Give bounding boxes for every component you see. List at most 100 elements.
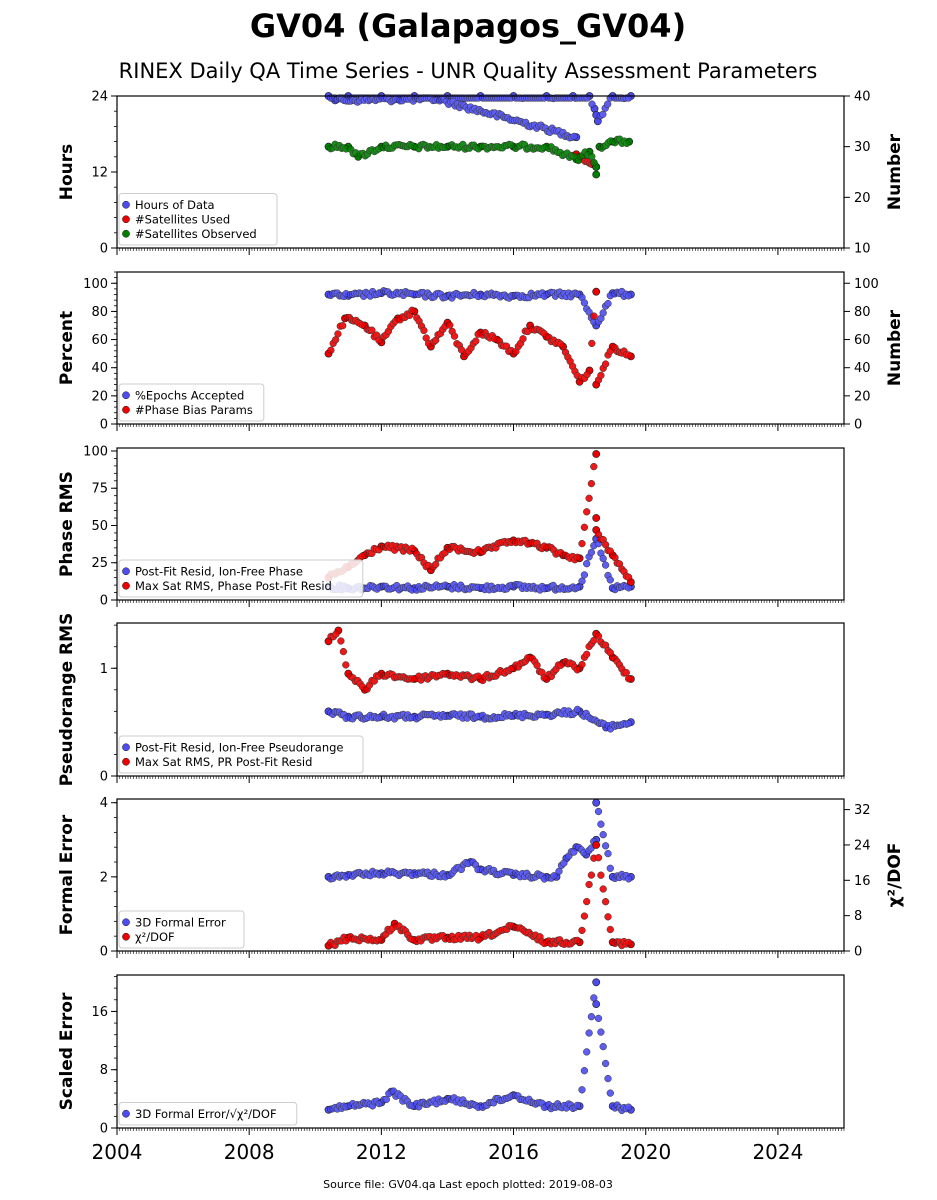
x-tick-label: 2012	[356, 1140, 407, 1164]
y-tick-label: 16	[91, 1005, 108, 1020]
band-marker	[519, 335, 527, 343]
legend-label: 3D Formal Error	[135, 915, 226, 929]
series-band	[327, 135, 631, 167]
band-marker	[573, 705, 582, 714]
y2-tick-label: 30	[854, 140, 871, 155]
band-marker	[587, 1013, 596, 1021]
source-footer: Source file: GV04.qa Last epoch plotted:…	[323, 1178, 613, 1191]
x-tick-label: 2016	[488, 1140, 539, 1164]
y2-tick-label: 100	[854, 277, 879, 292]
legend-marker	[122, 581, 130, 590]
band-marker	[578, 577, 586, 585]
data-point	[592, 170, 601, 179]
band-marker	[583, 560, 591, 568]
band-marker	[597, 871, 605, 879]
y-tick-label: 8	[100, 1063, 108, 1078]
legend-marker	[122, 743, 130, 752]
y2-tick-label: 8	[854, 909, 862, 924]
band-marker	[606, 649, 614, 657]
y-tick-label: 50	[91, 519, 108, 534]
band-marker	[327, 346, 335, 354]
y-tick-label: 40	[91, 361, 108, 376]
data-point	[592, 978, 601, 987]
y-tick-label: 24	[91, 90, 108, 105]
legend-marker	[122, 567, 130, 576]
band-marker	[570, 848, 578, 856]
x-tick-label: 2004	[92, 1140, 143, 1164]
band-marker	[624, 719, 633, 728]
y-tick-label: 100	[83, 277, 108, 292]
data-point	[592, 841, 601, 849]
x-tick-label: 2024	[752, 1140, 803, 1164]
band-marker	[420, 326, 428, 335]
legend-label: Max Sat RMS, PR Post-Fit Resid	[135, 755, 312, 769]
band-marker	[604, 913, 612, 921]
y-tick-label: 0	[100, 418, 108, 433]
y-tick-label: 60	[91, 333, 108, 348]
band-marker	[606, 1089, 614, 1097]
band-marker	[599, 110, 607, 119]
series-1	[324, 798, 635, 883]
band-marker	[597, 1028, 605, 1036]
y2-tick-label: 0	[854, 945, 862, 960]
band-marker	[580, 571, 589, 579]
y-axis-label: Hours	[57, 144, 77, 201]
band-marker	[624, 292, 633, 300]
band-marker	[599, 1042, 607, 1051]
band-marker	[578, 1086, 586, 1094]
series-3	[324, 135, 634, 179]
band-marker	[557, 340, 565, 348]
band-marker	[624, 351, 633, 359]
y-axis-label: Phase RMS	[57, 471, 77, 577]
legend-box	[118, 193, 278, 246]
band-marker	[590, 994, 598, 1002]
band-marker	[601, 898, 610, 906]
band-marker	[604, 1074, 612, 1083]
data-point	[592, 450, 601, 458]
band-marker	[583, 650, 591, 658]
series-1	[324, 92, 635, 142]
band-marker	[570, 132, 578, 141]
y-tick-label: 20	[91, 389, 108, 404]
panel-3: 0 25 50 75 100 Phase RMS Post-Fit Resid, Ion-F…	[57, 444, 845, 609]
y-tick-label: 0	[100, 770, 108, 785]
legend-label: Post-Fit Resid, Ion-Free Phase	[135, 564, 303, 578]
y2-axis-label: χ²/DOF	[885, 843, 905, 908]
band-marker	[590, 462, 598, 471]
band-marker	[624, 675, 633, 683]
band-marker	[604, 100, 612, 108]
series-band	[327, 705, 633, 733]
legend-marker	[122, 1109, 130, 1118]
band-marker	[580, 299, 589, 307]
band-marker	[594, 1014, 603, 1023]
band-marker	[332, 630, 340, 638]
band-marker	[583, 897, 591, 906]
band-marker	[339, 322, 347, 330]
legend: 3D Formal Error/√χ²/DOF	[118, 1102, 298, 1126]
y-tick-label: 12	[91, 166, 108, 181]
legend-label: %Epochs Accepted	[135, 388, 244, 402]
band-marker	[472, 337, 480, 345]
band-marker	[606, 925, 614, 934]
y-tick-label: 0	[100, 242, 108, 257]
band-marker	[580, 912, 589, 920]
y2-tick-label: 32	[854, 803, 871, 818]
band-marker	[368, 326, 376, 334]
band-marker	[601, 360, 610, 368]
y2-tick-label: 20	[854, 389, 871, 404]
band-marker	[585, 494, 593, 502]
chart-subtitle: RINEX Daily QA Time Series - UNR Quality…	[119, 59, 818, 83]
y-tick-label: 1	[100, 662, 108, 677]
y2-tick-label: 10	[854, 242, 871, 257]
y-axis-label: Pseudorange RMS	[57, 613, 77, 787]
series-band	[327, 807, 633, 883]
y2-tick-label: 0	[854, 418, 862, 433]
y-tick-label: 25	[91, 556, 108, 571]
band-marker	[623, 139, 631, 148]
panel-2: 0 20 40 60 80 100 0 20 40 60 80 100 Percent Number %Ep…	[57, 271, 905, 433]
legend-label: #Phase Bias Params	[135, 403, 253, 417]
band-marker	[606, 547, 614, 555]
panel-4: 0 1 Pseudorange RMS Post-Fit Resid, Ion-Fre…	[57, 613, 845, 787]
y-tick-label: 2	[100, 870, 108, 885]
